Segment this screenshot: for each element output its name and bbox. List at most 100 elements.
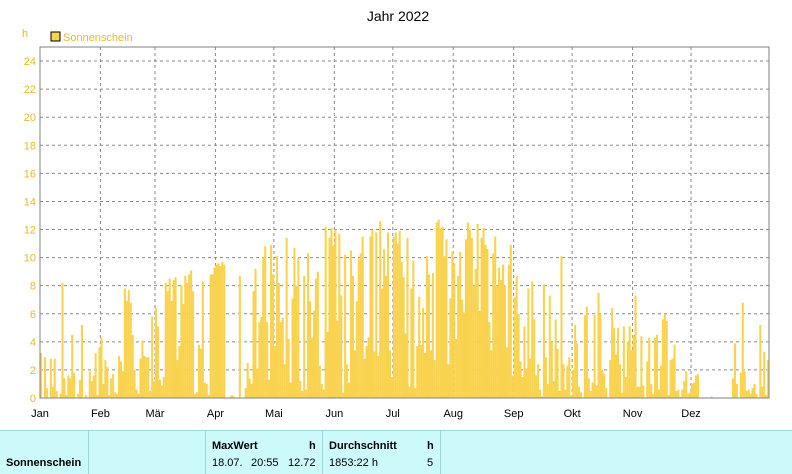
bar [270,244,273,398]
bar [388,350,392,398]
bar [624,376,627,398]
bar [655,334,659,398]
bar [119,361,123,398]
bar [114,392,117,398]
bar [347,382,351,398]
bar [330,228,333,398]
bar [519,361,522,398]
y-tick-label: 14 [24,196,36,208]
bar [271,274,275,398]
plot-frame [39,46,770,399]
bar [318,365,321,398]
bar [692,382,696,398]
bar [168,278,171,398]
avg-unit: h [427,440,434,452]
bar [687,393,690,398]
bar [425,256,429,398]
bar [131,334,134,398]
bar [201,281,204,398]
bar [297,257,300,398]
bar [51,386,54,398]
bar [418,296,421,398]
x-tick-label: Mär [146,408,165,420]
bar [622,326,625,398]
bar [310,337,314,398]
chart-title: Jahr 2022 [367,8,429,24]
bar [386,232,390,398]
bar [238,275,241,398]
bar [213,267,216,398]
bar [535,375,538,398]
bar [207,395,210,398]
bar [277,282,280,398]
bar [408,386,411,398]
avg-header: Durchschnitt [329,440,397,452]
bar [365,346,368,398]
stats-label-cell: Sonnenschein [0,431,89,474]
bar [763,351,766,398]
bar [521,376,524,398]
bar [349,250,353,398]
bar [597,292,600,398]
bar [127,289,130,398]
bar [615,354,618,398]
x-ticks: Jan Feb Mär Apr Mai Jun Jul Aug Sep Okt Nov Dez [31,408,701,420]
bar [505,347,508,398]
bar [375,232,378,398]
bar [104,360,107,398]
bar [657,389,660,398]
y-tick-label: 2 [30,365,36,377]
bar [357,259,360,398]
bar [406,237,409,398]
bar [377,355,380,398]
bar [266,322,269,398]
bar [394,232,397,398]
bar [564,389,567,398]
bar [338,233,341,398]
bar [527,288,530,398]
bar [743,371,746,398]
bar [215,264,218,398]
bar [88,371,91,398]
bar [369,236,372,398]
bar [400,261,403,398]
bar [158,379,161,398]
bar [599,313,602,398]
bar [100,337,103,398]
bar [371,229,374,398]
bar [133,369,136,398]
bar [554,319,557,398]
bar [151,316,154,398]
bar [552,381,555,398]
bar [691,383,694,398]
bar [459,251,462,398]
bar [229,396,232,398]
bar [139,358,142,398]
bar [696,374,699,398]
bar [494,236,497,398]
bar [223,264,226,398]
bar [457,275,460,398]
bar [675,390,678,398]
bar [359,253,362,398]
bar [616,327,620,398]
bar [544,357,547,398]
bar [123,288,126,398]
bar [451,251,454,398]
avg-value: 5 [427,457,434,469]
bar [379,221,382,398]
bar [381,288,384,398]
bar [429,350,432,398]
bar [470,237,473,398]
bar [601,369,604,398]
bar [609,360,612,398]
y-tick-label: 12 [24,225,36,237]
bar [332,246,335,398]
bar [336,320,339,398]
bar [523,326,526,398]
bar [149,390,152,398]
bar [669,360,672,398]
bar [683,381,686,398]
bar [279,322,282,398]
bar [155,308,158,398]
